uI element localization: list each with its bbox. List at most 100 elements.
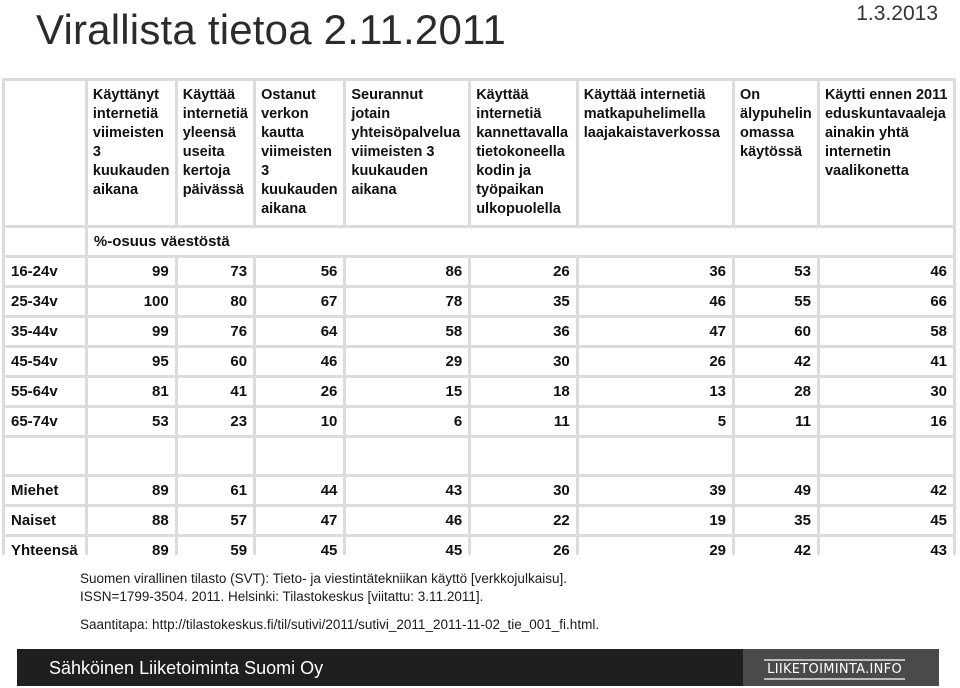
table-cell: 58 bbox=[819, 318, 953, 345]
column-header: Seurannut jotain yhteisöpalvelua viimeis… bbox=[346, 81, 469, 225]
spacer-row bbox=[5, 438, 953, 474]
column-header: Käyttää internetiä kannettavalla tietoko… bbox=[471, 81, 576, 225]
table-cell: 42 bbox=[735, 537, 817, 564]
row-label: 25-34v bbox=[5, 288, 85, 315]
table-cell: 22 bbox=[471, 507, 576, 534]
table-cell: 11 bbox=[471, 408, 576, 435]
table-row: 65-74v 53 23 10 6 11 5 11 16 bbox=[5, 408, 953, 435]
row-label: Miehet bbox=[5, 477, 85, 504]
table-cell: 10 bbox=[256, 408, 344, 435]
source-line: Suomen virallinen tilasto (SVT): Tieto- … bbox=[80, 571, 567, 586]
table-subheader-row: %-osuus väestöstä bbox=[5, 228, 953, 255]
table-cell: 46 bbox=[819, 258, 953, 285]
table-cell: 36 bbox=[578, 258, 733, 285]
row-label: 45-54v bbox=[5, 348, 85, 375]
table-row: Yhteensä 89 59 45 45 26 29 42 43 bbox=[5, 537, 953, 564]
table-cell: 67 bbox=[256, 288, 344, 315]
table-cell: 66 bbox=[819, 288, 953, 315]
column-header: Käyttää internetiä yleensä useita kertoj… bbox=[177, 81, 254, 225]
gender-total-rows: Miehet 89 61 44 43 30 39 49 42 Naiset 88 57 47 46 22 19… bbox=[5, 477, 953, 564]
table-cell: 47 bbox=[256, 507, 344, 534]
table-cell: 23 bbox=[177, 408, 254, 435]
table-row: 25-34v 100 80 67 78 35 46 55 66 bbox=[5, 288, 953, 315]
table-cell: 55 bbox=[735, 288, 817, 315]
source-citation: Suomen virallinen tilasto (SVT): Tieto- … bbox=[80, 570, 599, 634]
table-cell: 29 bbox=[346, 348, 469, 375]
table-cell: 39 bbox=[578, 477, 733, 504]
slide-date: 1.3.2013 bbox=[856, 2, 938, 25]
table-cell: 58 bbox=[346, 318, 469, 345]
table-cell: 60 bbox=[735, 318, 817, 345]
table-cell: 100 bbox=[87, 288, 175, 315]
statistics-table-frame: Käyttänyt internetiä viimeisten 3 kuukau… bbox=[2, 78, 956, 564]
brand-logo: LIIKETOIMINTA.INFO bbox=[764, 659, 905, 680]
table-cell: 18 bbox=[471, 378, 576, 405]
table-cell: 64 bbox=[256, 318, 344, 345]
column-header: Käyttää internetiä matkapuhelimella laaj… bbox=[578, 81, 733, 225]
table-cell: 30 bbox=[471, 348, 576, 375]
table-cell: 89 bbox=[87, 477, 175, 504]
table-cell: 28 bbox=[735, 378, 817, 405]
table-cell: 45 bbox=[256, 537, 344, 564]
table-row: Miehet 89 61 44 43 30 39 49 42 bbox=[5, 477, 953, 504]
table-cell: 29 bbox=[578, 537, 733, 564]
statistics-table: Käyttänyt internetiä viimeisten 3 kuukau… bbox=[2, 78, 956, 567]
table-cell: 30 bbox=[471, 477, 576, 504]
source-line: ISSN=1799-3504. 2011. Helsinki: Tilastok… bbox=[80, 589, 484, 604]
age-group-rows: 16-24v 99 73 56 86 26 36 53 46 25-34v 100 80 67 78 35 4… bbox=[5, 258, 953, 435]
table-cell: 26 bbox=[471, 258, 576, 285]
table-cell: 42 bbox=[819, 477, 953, 504]
table-cell: 13 bbox=[578, 378, 733, 405]
source-url-line: Saantitapa: http://tilastokeskus.fi/til/… bbox=[80, 617, 600, 632]
table-cell: 73 bbox=[177, 258, 254, 285]
table-cell: 86 bbox=[346, 258, 469, 285]
table-cell: 26 bbox=[471, 537, 576, 564]
table-cell: 45 bbox=[346, 537, 469, 564]
column-header: On älypuhelin omassa käytössä bbox=[735, 81, 817, 225]
table-cell: 26 bbox=[578, 348, 733, 375]
table-cell: 41 bbox=[819, 348, 953, 375]
table-row: 16-24v 99 73 56 86 26 36 53 46 bbox=[5, 258, 953, 285]
footer-logo-area: LIIKETOIMINTA.INFO bbox=[743, 649, 939, 686]
table-cell: 60 bbox=[177, 348, 254, 375]
column-header: Käytti ennen 2011 eduskuntavaaleja ainak… bbox=[819, 81, 953, 225]
table-cell: 78 bbox=[346, 288, 469, 315]
unit-label: %-osuus väestöstä bbox=[87, 228, 953, 255]
table-row: 55-64v 81 41 26 15 18 13 28 30 bbox=[5, 378, 953, 405]
table-cell: 41 bbox=[177, 378, 254, 405]
row-label: 16-24v bbox=[5, 258, 85, 285]
corner-cell bbox=[5, 81, 85, 225]
table-cell: 30 bbox=[819, 378, 953, 405]
table-cell: 61 bbox=[177, 477, 254, 504]
table-cell: 81 bbox=[87, 378, 175, 405]
company-name: Sähköinen Liiketoiminta Suomi Oy bbox=[49, 658, 324, 678]
table-header-row: Käyttänyt internetiä viimeisten 3 kuukau… bbox=[5, 81, 953, 225]
table-cell: 89 bbox=[87, 537, 175, 564]
table-cell: 46 bbox=[578, 288, 733, 315]
table-cell: 43 bbox=[346, 477, 469, 504]
table-cell: 36 bbox=[471, 318, 576, 345]
table-cell: 15 bbox=[346, 378, 469, 405]
row-label: 65-74v bbox=[5, 408, 85, 435]
table-cell: 35 bbox=[471, 288, 576, 315]
table-cell: 47 bbox=[578, 318, 733, 345]
table-cell: 16 bbox=[819, 408, 953, 435]
row-label: 55-64v bbox=[5, 378, 85, 405]
table-row: 45-54v 95 60 46 29 30 26 42 41 bbox=[5, 348, 953, 375]
table-cell: 99 bbox=[87, 318, 175, 345]
row-label: Yhteensä bbox=[5, 537, 85, 564]
table-cell: 80 bbox=[177, 288, 254, 315]
table-cell: 99 bbox=[87, 258, 175, 285]
table-cell: 42 bbox=[735, 348, 817, 375]
table-cell: 45 bbox=[819, 507, 953, 534]
table-cell: 19 bbox=[578, 507, 733, 534]
table-cell: 59 bbox=[177, 537, 254, 564]
table-cell: 5 bbox=[578, 408, 733, 435]
row-label: Naiset bbox=[5, 507, 85, 534]
table-cell: 53 bbox=[735, 258, 817, 285]
table-row: 35-44v 99 76 64 58 36 47 60 58 bbox=[5, 318, 953, 345]
table-cell: 35 bbox=[735, 507, 817, 534]
footer-bar: Sähköinen Liiketoiminta Suomi Oy LIIKETO… bbox=[17, 649, 939, 686]
table-cell: 57 bbox=[177, 507, 254, 534]
column-header: Ostanut verkon kautta viimeisten 3 kuuka… bbox=[256, 81, 344, 225]
